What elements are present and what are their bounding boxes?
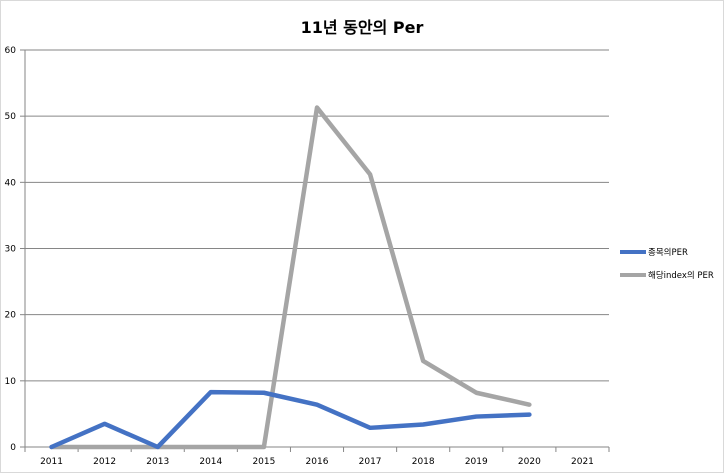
data-point-1-2017 — [368, 173, 372, 176]
legend-swatch-stock-per — [620, 249, 646, 254]
data-point-0-2011 — [50, 445, 53, 449]
legend-swatch-index-per — [620, 272, 646, 277]
y-tick-label: 30 — [5, 245, 17, 255]
x-tick-label: 2017 — [359, 457, 382, 467]
data-point-1-2015 — [262, 445, 266, 449]
legend-item-stock-per: 종목의PER — [620, 240, 714, 263]
legend: 종목의PER 해당index의 PER — [620, 240, 714, 286]
y-tick-label: 40 — [5, 178, 17, 188]
series-line-0 — [49, 389, 532, 450]
legend-label-index-per: 해당index의 PER — [648, 270, 714, 281]
y-tick-label: 60 — [5, 46, 17, 56]
x-tick-label: 2011 — [40, 457, 63, 467]
y-tick-label: 20 — [5, 311, 17, 321]
legend-label-stock-per: 종목의PER — [648, 247, 688, 258]
x-tick-label: 2014 — [199, 457, 222, 467]
x-tick-label: 2020 — [518, 457, 541, 467]
data-point-1-2018 — [421, 359, 425, 363]
data-point-0-2019 — [475, 415, 478, 418]
data-point-0-2018 — [421, 423, 425, 426]
x-tick-label: 2019 — [465, 457, 488, 467]
chart-title: 11년 동안의 Per — [300, 18, 424, 37]
data-point-0-2012 — [103, 422, 106, 426]
series-line-1 — [49, 105, 532, 450]
y-tick-label: 0 — [10, 443, 16, 453]
data-point-1-2012 — [103, 445, 106, 449]
data-point-0-2014 — [209, 390, 213, 394]
x-tick-label: 2012 — [93, 457, 116, 467]
data-point-0-2016 — [315, 403, 319, 406]
data-point-1-2014 — [209, 445, 213, 449]
legend-item-index-per: 해당index의 PER — [620, 263, 714, 286]
x-tick-label: 2016 — [306, 457, 329, 467]
data-point-1-2019 — [475, 391, 478, 394]
data-point-0-2017 — [368, 426, 372, 430]
data-point-0-2013 — [156, 445, 159, 449]
x-tick-label: 2021 — [571, 457, 594, 467]
data-point-0-2020 — [528, 413, 531, 416]
data-point-1-2016 — [315, 106, 319, 109]
x-tick-label: 2015 — [252, 457, 275, 467]
x-tick-label: 2013 — [146, 457, 169, 467]
y-tick-label: 50 — [5, 112, 17, 122]
y-tick-label: 10 — [5, 377, 17, 387]
data-point-0-2015 — [262, 391, 266, 394]
data-point-1-2020 — [528, 403, 531, 406]
x-tick-label: 2018 — [412, 457, 435, 467]
